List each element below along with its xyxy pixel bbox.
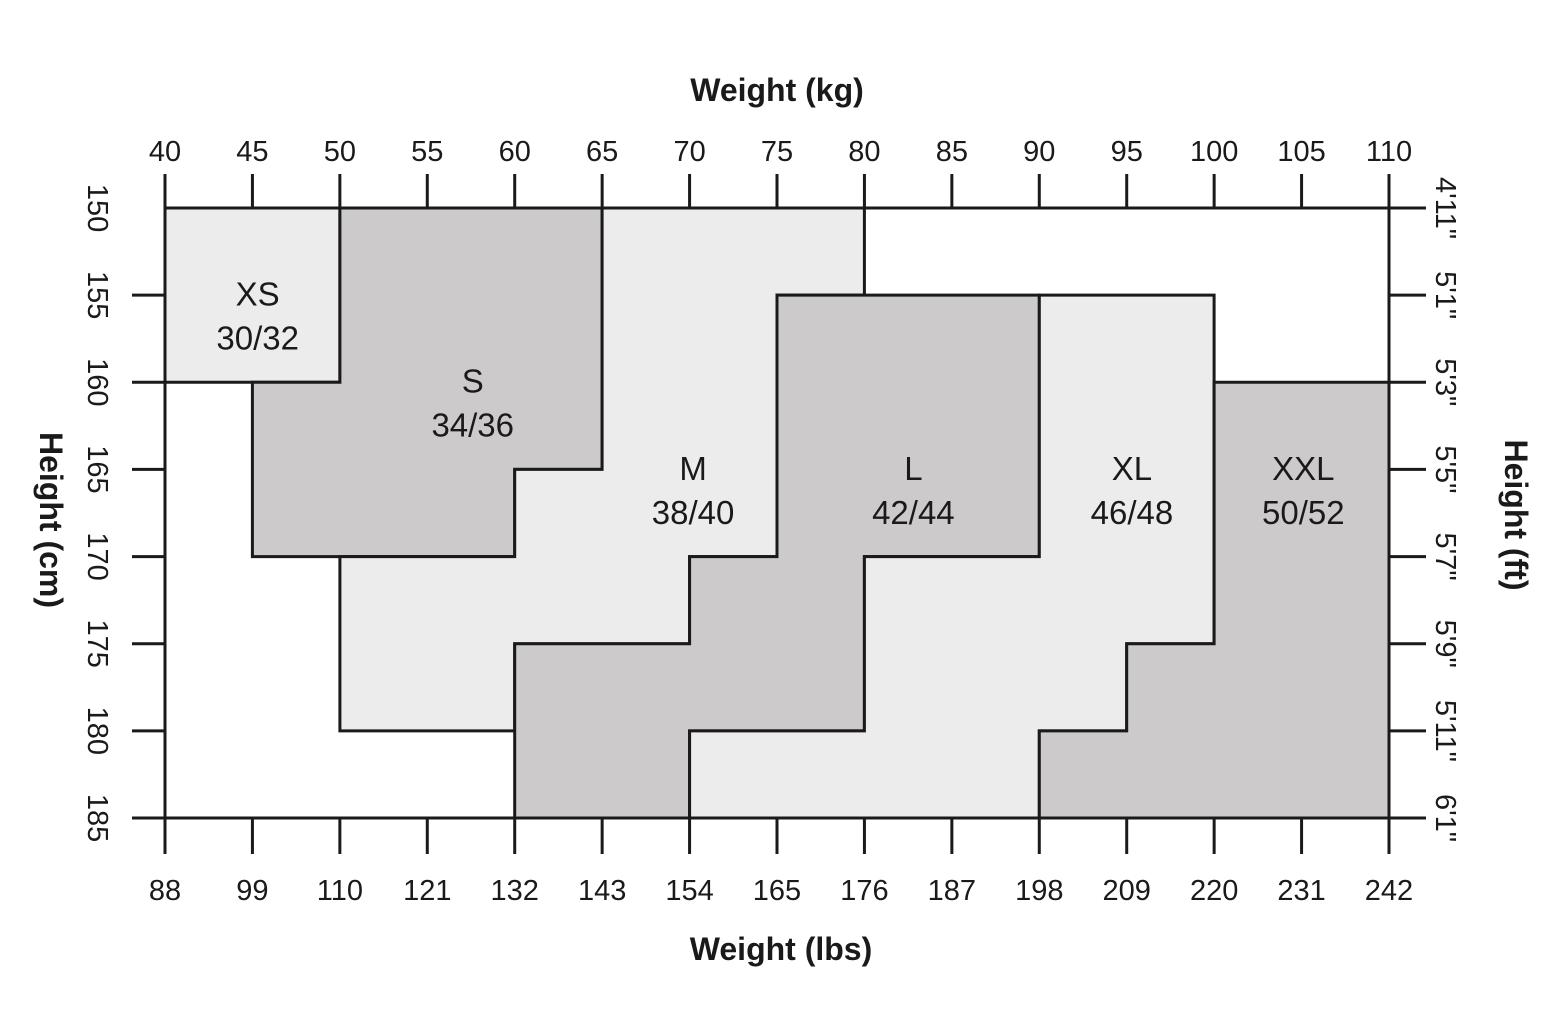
size-range-m: 38/40 xyxy=(652,494,735,531)
x-top-tick-label: 110 xyxy=(1366,136,1412,168)
size-range-xl: 46/48 xyxy=(1091,494,1174,531)
y-right-tick-label: 4'11" xyxy=(1429,177,1461,239)
zone-labels: XS 30/32 S 34/36 M 38/40 L 42/44 XL 46/48 XXL 50/52 xyxy=(216,276,1344,531)
x-top-tick-label: 65 xyxy=(586,136,618,168)
chart-frame xyxy=(132,174,1426,854)
x-top-tick-label: 80 xyxy=(848,136,880,168)
x-bottom-tick-label: 165 xyxy=(753,875,801,907)
y-right-tick-label: 5'7" xyxy=(1429,533,1461,581)
x-bottom-tick-label: 176 xyxy=(840,875,888,907)
y-left-tick-label: 160 xyxy=(81,358,113,406)
x-top-tick-label: 85 xyxy=(936,136,968,168)
size-label-xs: XS xyxy=(236,276,280,313)
size-range-xxl: 50/52 xyxy=(1262,494,1345,531)
x-bottom-tick-label: 121 xyxy=(403,875,451,907)
y-right-tick-label: 5'1" xyxy=(1429,271,1461,319)
x-top-tick-label: 40 xyxy=(149,136,181,168)
x-bottom-tick-label: 220 xyxy=(1190,875,1238,907)
y-left-tick-label: 155 xyxy=(81,271,113,319)
x-bottom-tick-label: 242 xyxy=(1365,875,1413,907)
size-range-xs: 30/32 xyxy=(216,320,299,357)
x-bottom-tick-label: 187 xyxy=(928,875,976,907)
x-top-tick-label: 105 xyxy=(1277,136,1325,168)
x-bottom-tick-label: 143 xyxy=(578,875,626,907)
y-right-tick-label: 5'3" xyxy=(1429,358,1461,406)
size-label-xxl: XXL xyxy=(1272,450,1334,487)
x-bottom-tick-label: 198 xyxy=(1015,875,1063,907)
y-left-tick-label: 175 xyxy=(81,620,113,668)
x-bottom-axis-title: Weight (lbs) xyxy=(690,931,873,967)
size-label-m: M xyxy=(679,450,707,487)
size-label-l: L xyxy=(904,450,922,487)
y-left-tick-label: 165 xyxy=(81,445,113,493)
x-top-axis-title: Weight (kg) xyxy=(690,72,864,108)
x-top-tick-label: 95 xyxy=(1111,136,1143,168)
y-right-axis-title: Height (ft) xyxy=(1498,439,1534,590)
x-bottom-tick-label: 99 xyxy=(236,875,268,907)
size-label-s: S xyxy=(462,363,484,400)
size-range-l: 42/44 xyxy=(872,494,955,531)
x-top-tick-label: 55 xyxy=(411,136,443,168)
y-left-tick-label: 170 xyxy=(81,532,113,580)
x-bottom-tick-label: 209 xyxy=(1103,875,1151,907)
y-right-tick-label: 5'9" xyxy=(1429,620,1461,668)
y-right-tick-label: 5'11" xyxy=(1429,700,1461,762)
x-bottom-tick-label: 110 xyxy=(317,875,363,907)
size-label-xl: XL xyxy=(1112,450,1152,487)
x-top-tick-label: 70 xyxy=(673,136,705,168)
y-left-tick-label: 180 xyxy=(81,707,113,755)
x-top-tick-label: 60 xyxy=(499,136,531,168)
size-range-s: 34/36 xyxy=(431,407,514,444)
x-top-tick-label: 50 xyxy=(324,136,356,168)
y-left-tick-label: 185 xyxy=(81,794,113,842)
axis-ticks: 40 45 50 55 60 65 70 75 80 85 90 95 100 105 110 88 99 110… xyxy=(81,136,1461,907)
x-top-tick-label: 100 xyxy=(1190,136,1238,168)
x-top-tick-label: 75 xyxy=(761,136,793,168)
size-zones xyxy=(163,206,1391,820)
y-left-tick-label: 150 xyxy=(81,184,113,232)
x-bottom-tick-label: 132 xyxy=(491,875,539,907)
x-bottom-tick-label: 88 xyxy=(149,875,181,907)
x-top-tick-label: 90 xyxy=(1023,136,1055,168)
y-left-axis-title: Height (cm) xyxy=(33,432,69,608)
y-right-tick-label: 6'1" xyxy=(1429,794,1461,842)
x-bottom-tick-label: 231 xyxy=(1277,875,1325,907)
x-bottom-tick-label: 154 xyxy=(665,875,713,907)
x-top-tick-label: 45 xyxy=(236,136,268,168)
y-right-tick-label: 5'5" xyxy=(1429,445,1461,493)
